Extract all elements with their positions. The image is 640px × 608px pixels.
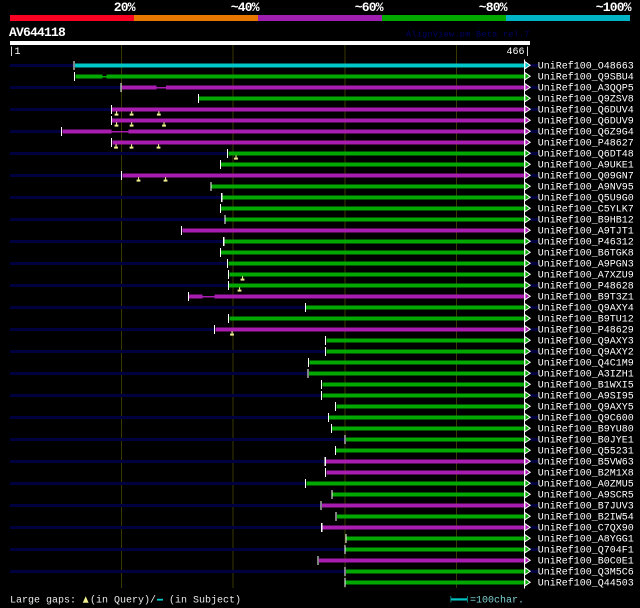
svg-text:466|: 466| bbox=[506, 46, 530, 58]
svg-text:UniRef100_A7XZU9: UniRef100_A7XZU9 bbox=[538, 270, 634, 282]
svg-text:UniRef100_Q4C1M9: UniRef100_Q4C1M9 bbox=[538, 358, 634, 370]
svg-text:UniRef100_P48627: UniRef100_P48627 bbox=[538, 138, 634, 150]
svg-text:UniRef100_P46312: UniRef100_P46312 bbox=[538, 237, 634, 249]
svg-text:AlignView.pm Beta rel.7: AlignView.pm Beta rel.7 bbox=[406, 30, 530, 40]
svg-text:=100char.: =100char. bbox=[470, 595, 524, 607]
svg-text:UniRef100_Q9AXY2: UniRef100_Q9AXY2 bbox=[538, 347, 634, 359]
svg-text:|1: |1 bbox=[9, 46, 21, 58]
svg-text:UniRef100_B7JUV3: UniRef100_B7JUV3 bbox=[538, 501, 634, 513]
svg-text:UniRef100_B9HB12: UniRef100_B9HB12 bbox=[538, 215, 634, 227]
svg-text:UniRef100_A9PGN3: UniRef100_A9PGN3 bbox=[538, 259, 634, 271]
svg-text:~40%: ~40% bbox=[231, 0, 260, 15]
svg-text:UniRef100_B5VW63: UniRef100_B5VW63 bbox=[538, 457, 634, 469]
svg-text:UniRef100_Q9ZSV8: UniRef100_Q9ZSV8 bbox=[538, 94, 634, 106]
svg-text:UniRef100_B9YU80: UniRef100_B9YU80 bbox=[538, 424, 634, 436]
svg-text:UniRef100_P48628: UniRef100_P48628 bbox=[538, 281, 634, 293]
svg-text:(in Subject): (in Subject) bbox=[169, 595, 241, 607]
svg-text:~100%: ~100% bbox=[596, 0, 632, 15]
svg-text:~80%: ~80% bbox=[479, 0, 508, 15]
svg-text:UniRef100_Q3M5C6: UniRef100_Q3M5C6 bbox=[538, 567, 634, 579]
svg-text:UniRef100_B2M1X8: UniRef100_B2M1X8 bbox=[538, 468, 634, 480]
svg-text:UniRef100_A9UKE1: UniRef100_A9UKE1 bbox=[538, 160, 634, 172]
svg-text:UniRef100_Q9SBU4: UniRef100_Q9SBU4 bbox=[538, 72, 634, 84]
svg-text:UniRef100_A8YGG1: UniRef100_A8YGG1 bbox=[538, 534, 634, 546]
svg-text:UniRef100_A9TJT1: UniRef100_A9TJT1 bbox=[538, 226, 634, 238]
svg-text:UniRef100_C7QX90: UniRef100_C7QX90 bbox=[538, 523, 634, 535]
svg-text:20%: 20% bbox=[114, 0, 136, 15]
svg-text:UniRef100_Q6DT48: UniRef100_Q6DT48 bbox=[538, 149, 634, 161]
svg-text:~60%: ~60% bbox=[355, 0, 384, 15]
svg-text:UniRef100_Q5U9G0: UniRef100_Q5U9G0 bbox=[538, 193, 634, 205]
svg-text:UniRef100_P48629: UniRef100_P48629 bbox=[538, 325, 634, 337]
svg-text:UniRef100_A9SI95: UniRef100_A9SI95 bbox=[538, 391, 634, 403]
svg-text:UniRef100_Q55231: UniRef100_Q55231 bbox=[538, 446, 634, 458]
svg-text:UniRef100_Q44503: UniRef100_Q44503 bbox=[538, 578, 634, 590]
svg-text:UniRef100_B9TU12: UniRef100_B9TU12 bbox=[538, 314, 634, 326]
svg-text:UniRef100_A3IZH1: UniRef100_A3IZH1 bbox=[538, 369, 634, 381]
svg-text:UniRef100_Q9AXY4: UniRef100_Q9AXY4 bbox=[538, 303, 634, 315]
svg-text:UniRef100_Q9AXY3: UniRef100_Q9AXY3 bbox=[538, 336, 634, 348]
svg-text:UniRef100_Q6Z9G4: UniRef100_Q6Z9G4 bbox=[538, 127, 634, 139]
svg-text:Large gaps:: Large gaps: bbox=[10, 596, 76, 607]
svg-text:UniRef100_A9SCR5: UniRef100_A9SCR5 bbox=[538, 490, 634, 502]
svg-text:AV644118: AV644118 bbox=[9, 25, 66, 40]
svg-text:UniRef100_B1WXI5: UniRef100_B1WXI5 bbox=[538, 380, 634, 392]
svg-text:UniRef100_B0JYE1: UniRef100_B0JYE1 bbox=[538, 435, 634, 447]
svg-text:UniRef100_Q09GN7: UniRef100_Q09GN7 bbox=[538, 171, 634, 183]
svg-text:UniRef100_B0C0E1: UniRef100_B0C0E1 bbox=[538, 556, 634, 568]
svg-text:UniRef100_Q9AXY5: UniRef100_Q9AXY5 bbox=[538, 402, 634, 414]
svg-text:UniRef100_Q6DUV4: UniRef100_Q6DUV4 bbox=[538, 105, 634, 117]
svg-text:UniRef100_O48663: UniRef100_O48663 bbox=[538, 61, 634, 73]
svg-text:UniRef100_B6TGK8: UniRef100_B6TGK8 bbox=[538, 248, 634, 260]
svg-text:UniRef100_A0ZMU5: UniRef100_A0ZMU5 bbox=[538, 479, 634, 491]
svg-text:UniRef100_C5YLK7: UniRef100_C5YLK7 bbox=[538, 204, 634, 216]
svg-text:UniRef100_B9T3Z1: UniRef100_B9T3Z1 bbox=[538, 292, 634, 304]
svg-text:UniRef100_A9NV95: UniRef100_A9NV95 bbox=[538, 182, 634, 194]
svg-text:UniRef100_Q704F1: UniRef100_Q704F1 bbox=[538, 545, 634, 557]
svg-text:UniRef100_A3QQP5: UniRef100_A3QQP5 bbox=[538, 83, 634, 95]
svg-text:UniRef100_B2IW54: UniRef100_B2IW54 bbox=[538, 512, 634, 524]
svg-text:UniRef100_Q6DUV9: UniRef100_Q6DUV9 bbox=[538, 116, 634, 128]
svg-text:(in Query)/: (in Query)/ bbox=[90, 595, 156, 607]
svg-text:UniRef100_Q9C600: UniRef100_Q9C600 bbox=[538, 413, 634, 425]
